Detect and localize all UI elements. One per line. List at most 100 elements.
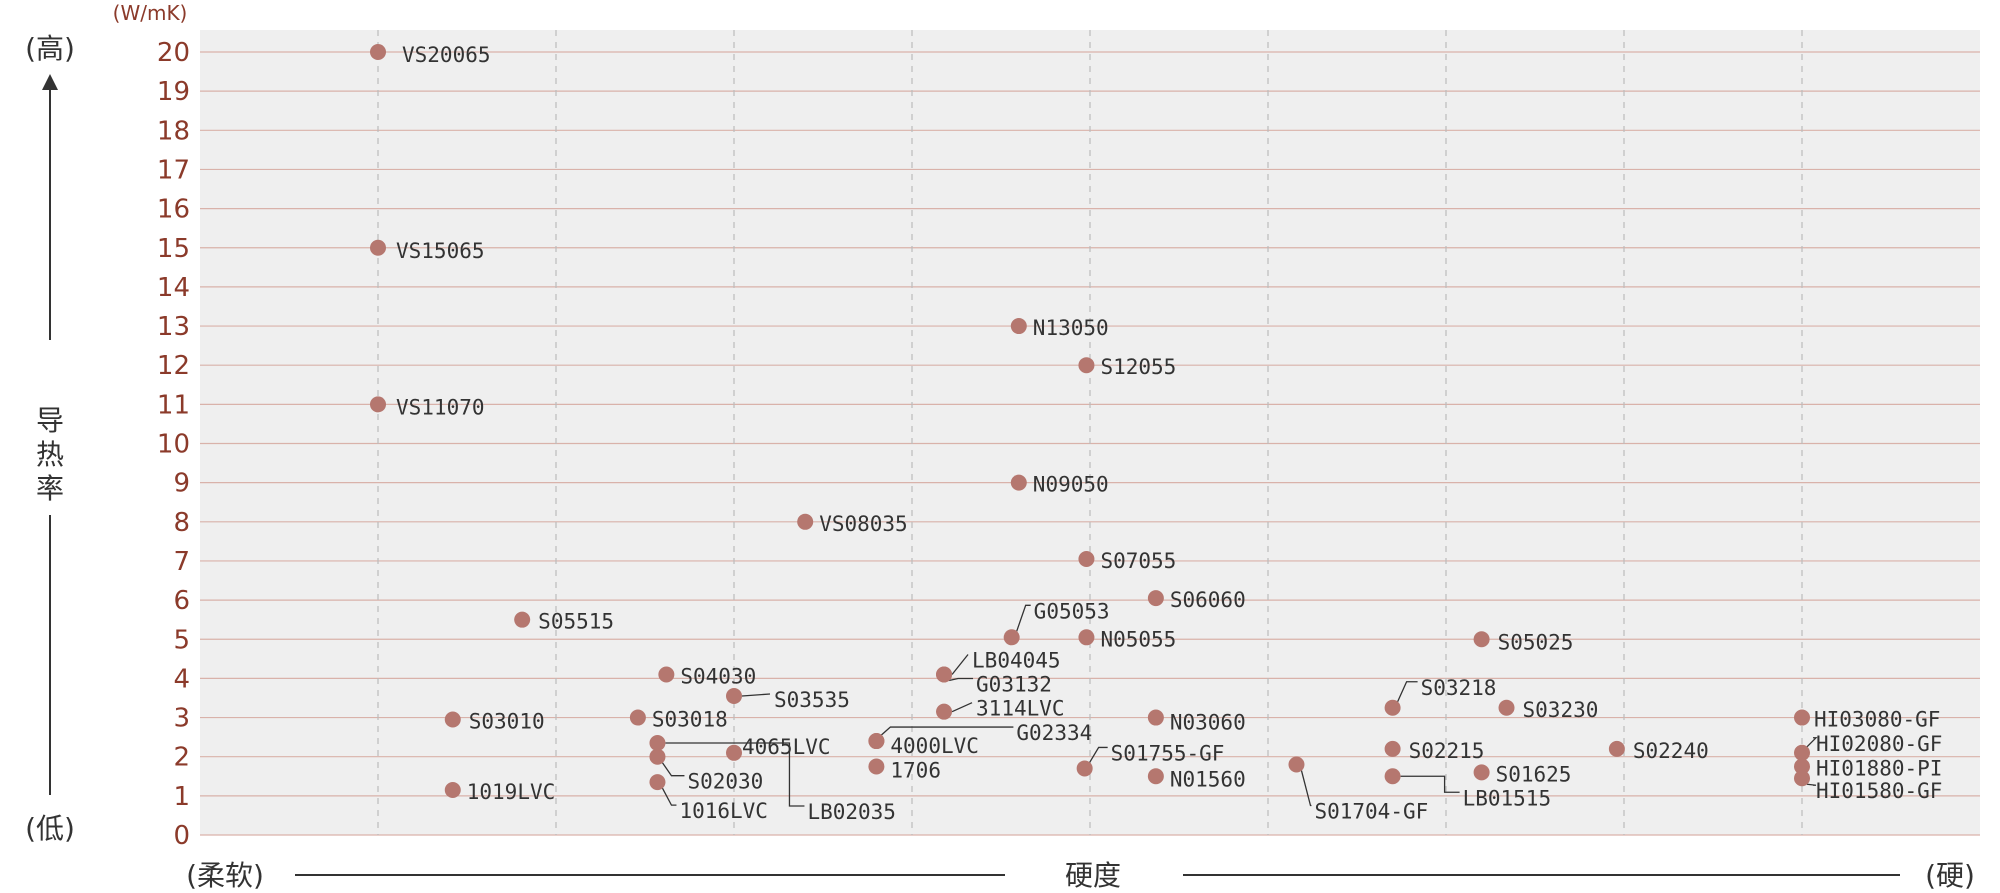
point-label: G03132: [976, 672, 1052, 696]
point-label: 1016LVC: [679, 799, 768, 823]
label-leader: [741, 693, 771, 697]
data-point: [1384, 768, 1401, 785]
y-tick-label: 2: [173, 743, 190, 773]
point-label: S04030: [680, 664, 756, 688]
data-point: [1078, 550, 1095, 567]
point-label: LB04045: [972, 648, 1061, 672]
y-tick-label: 16: [157, 195, 190, 225]
data-point: [1078, 629, 1095, 646]
point-label: 4065LVC: [742, 735, 831, 759]
point-label: 3114LVC: [976, 697, 1065, 721]
y-tick-label: 17: [157, 155, 190, 185]
point-label: HI01580-GF: [1816, 779, 1942, 803]
y-tick-label: 12: [157, 351, 190, 381]
label-leader: [1016, 604, 1031, 632]
label-leader: [1806, 783, 1817, 786]
y-arrow-head: [42, 74, 58, 90]
point-label: S03230: [1523, 698, 1599, 722]
y-unit-label: (W/mK): [113, 1, 188, 25]
point-label: HI02080-GF: [1816, 732, 1942, 756]
data-point: [1147, 709, 1164, 726]
label-leader: [1397, 681, 1418, 703]
data-point: [1794, 744, 1810, 761]
y-tick-label: 4: [173, 664, 190, 694]
data-point: [1147, 590, 1164, 607]
point-label: S02030: [687, 770, 763, 794]
data-point: [936, 666, 953, 683]
point-label: S07055: [1100, 549, 1176, 573]
y-tick-label: 13: [157, 312, 190, 342]
y-tick-label: 14: [157, 273, 190, 303]
point-label: VS11070: [396, 395, 485, 419]
x-high-label: (硬): [1925, 859, 1975, 892]
data-point: [936, 703, 953, 720]
point-label: VS15065: [396, 239, 485, 263]
point-label: S03218: [1421, 676, 1497, 700]
point-label: N01560: [1170, 767, 1246, 791]
point-label: N05055: [1100, 627, 1176, 651]
point-label: 4000LVC: [890, 734, 979, 758]
point-label: S01625: [1496, 762, 1572, 786]
point-label: S03535: [774, 688, 850, 712]
point-label: S03010: [469, 710, 545, 734]
data-point: [444, 711, 461, 728]
point-label: S02215: [1409, 739, 1485, 763]
point-label: N09050: [1033, 473, 1109, 497]
data-point: [1473, 631, 1490, 648]
label-leader: [951, 654, 969, 675]
data-points: [370, 44, 1810, 798]
label-leader: [948, 677, 974, 682]
point-label: S01704-GF: [1314, 800, 1428, 824]
data-point: [514, 611, 531, 628]
y-axis-title: 导热率: [36, 404, 64, 505]
y-tick-label: 0: [173, 821, 190, 851]
label-leader-lines: [661, 604, 1818, 807]
point-label: S06060: [1170, 588, 1246, 612]
data-point: [1078, 357, 1095, 374]
point-label: LB01515: [1463, 786, 1552, 810]
label-leader: [665, 742, 805, 807]
point-label: VS20065: [402, 43, 491, 67]
point-label: S03018: [652, 708, 728, 732]
y-tick-label: 15: [157, 234, 190, 264]
point-label: LB02035: [807, 800, 896, 824]
point-label: G02334: [1016, 721, 1092, 745]
point-label: 1706: [890, 758, 941, 782]
y-tick-label: 8: [173, 508, 190, 538]
point-label: S05515: [538, 610, 614, 634]
x-low-label: (柔软): [186, 859, 264, 892]
data-point: [1010, 474, 1027, 491]
y-tick-label: 11: [157, 390, 190, 420]
y-tick-label: 6: [173, 586, 190, 616]
y-tick-label: 5: [173, 625, 190, 655]
y-tick-label: 19: [157, 77, 190, 107]
data-point: [370, 396, 386, 413]
point-label: VS08035: [819, 512, 908, 536]
point-labels: VS20065 VS15065 VS11070 S05515 S03010 1019LVC…: [396, 43, 1942, 824]
data-point: [658, 666, 675, 683]
label-leader: [951, 702, 973, 713]
data-point: [444, 781, 461, 798]
data-point: [868, 733, 885, 750]
y-high-label: (高): [25, 32, 75, 65]
data-point: [1147, 768, 1164, 785]
data-point: [797, 513, 814, 530]
y-tick-label: 20: [157, 38, 190, 68]
label-leader: [880, 726, 1014, 736]
data-point: [1076, 760, 1093, 777]
point-label: S01755-GF: [1111, 741, 1225, 765]
label-leader: [1089, 746, 1108, 763]
data-point: [1794, 709, 1810, 726]
y-tick-label: 10: [157, 430, 190, 460]
data-point: [1288, 756, 1305, 773]
point-label: N13050: [1033, 316, 1109, 340]
label-leader: [1806, 737, 1818, 748]
point-label: 1019LVC: [467, 780, 556, 804]
data-point: [1473, 764, 1490, 781]
label-leader: [661, 787, 677, 806]
data-point: [1608, 740, 1625, 757]
data-point: [726, 744, 742, 761]
label-leader: [1400, 775, 1460, 793]
point-label: S12055: [1100, 355, 1176, 379]
